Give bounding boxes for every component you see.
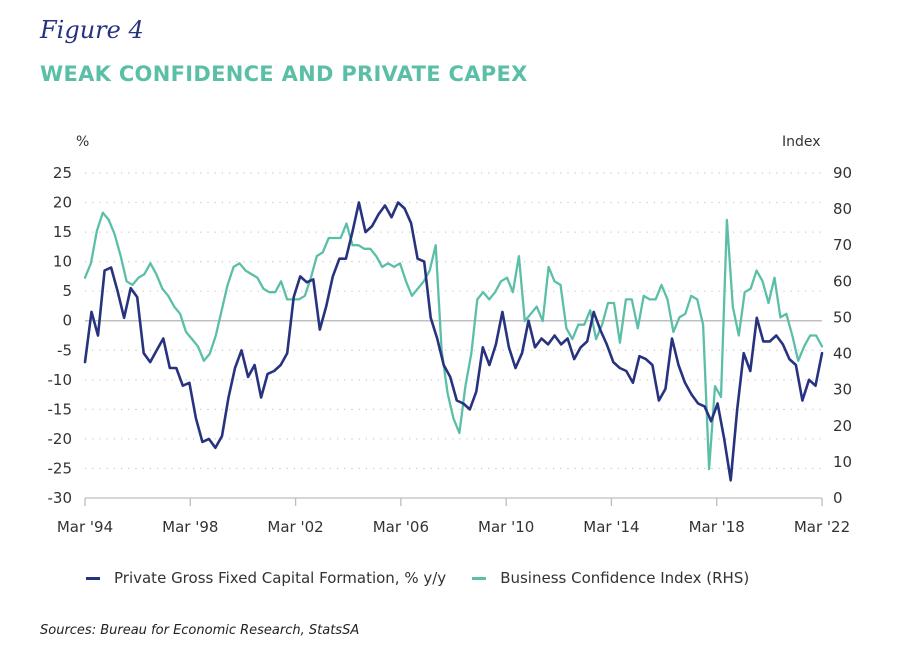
legend-item-gfcf: Private Gross Fixed Capital Formation, %… [86,569,446,587]
y-left-tick-label: -5 [57,341,72,359]
x-tick-label: Mar '10 [478,518,534,536]
x-tick-label: Mar '22 [794,518,850,536]
x-tick-label: Mar '18 [689,518,745,536]
legend-swatch-gfcf [86,576,100,580]
y-right-tick-label: 80 [833,200,852,218]
y-left-tick-label: -25 [48,459,73,477]
y-right-tick-label: 40 [833,345,852,363]
x-tick-label: Mar '14 [583,518,639,536]
legend: Private Gross Fixed Capital Formation, %… [86,569,775,587]
y-right-tick-label: 20 [833,417,852,435]
x-tick-label: Mar '94 [57,518,113,536]
y-left-tick-label: 5 [62,282,72,300]
legend-item-confidence: Business Confidence Index (RHS) [472,569,749,587]
y-right-tick-label: 60 [833,272,852,290]
y-right-tick-label: 10 [833,453,852,471]
y-left-tick-label: -30 [48,489,73,507]
x-tick-label: Mar '06 [373,518,429,536]
figure-label: Figure 4 [40,16,144,44]
chart-title: WEAK CONFIDENCE AND PRIVATE CAPEX [40,62,528,86]
axes: 2520151050-5-10-15-20-25-309080706050403… [48,134,853,536]
y-left-tick-label: 15 [53,223,72,241]
y-left-tick-label: -15 [48,400,73,418]
y-right-tick-label: 30 [833,381,852,399]
y-right-tick-label: 0 [833,489,843,507]
legend-swatch-confidence [472,576,487,580]
y-left-axis-label: % [76,134,89,150]
y-left-tick-label: -10 [48,371,73,389]
source-note: Sources: Bureau for Economic Research, S… [40,623,360,638]
series-lines [83,201,824,482]
y-right-tick-label: 50 [833,308,852,326]
y-left-tick-label: 20 [53,194,72,212]
legend-label-confidence: Business Confidence Index (RHS) [500,569,750,587]
series-line-confidence [83,211,824,471]
x-tick-label: Mar '02 [267,518,323,536]
x-tick-label: Mar '98 [162,518,218,536]
series-line-gfcf [83,201,824,482]
y-right-tick-label: 70 [833,236,852,254]
y-left-tick-label: 0 [62,312,72,330]
legend-label-gfcf: Private Gross Fixed Capital Formation, %… [114,569,447,587]
y-left-tick-label: -20 [48,430,73,448]
y-left-tick-label: 10 [53,253,72,271]
y-right-tick-label: 90 [833,164,852,182]
y-right-axis-label: Index [782,134,821,150]
y-left-tick-label: 25 [53,164,72,182]
